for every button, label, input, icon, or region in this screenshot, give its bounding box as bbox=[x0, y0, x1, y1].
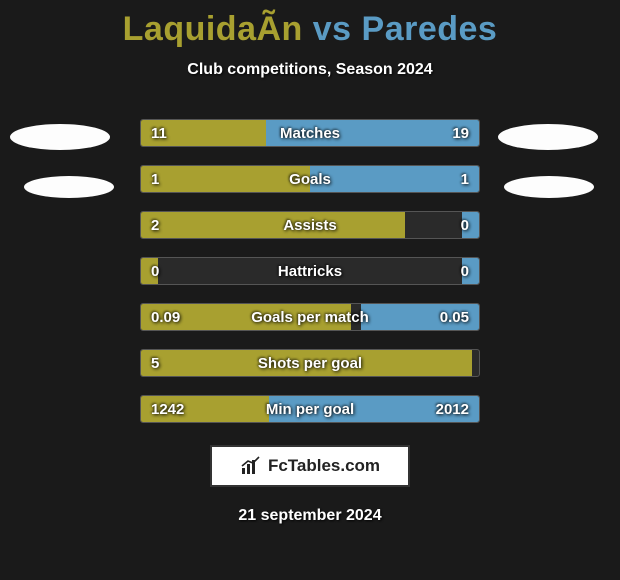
stat-label: Shots per goal bbox=[141, 350, 479, 376]
stat-label: Goals bbox=[141, 166, 479, 192]
logo-text: FcTables.com bbox=[268, 456, 380, 476]
stat-rows: 1119Matches 11Goals 20Assists 00Hattricks 0.… bbox=[0, 119, 620, 423]
stat-row: 1119Matches bbox=[140, 119, 480, 147]
date-label: 21 september 2024 bbox=[0, 507, 620, 525]
placeholder-ellipse bbox=[10, 124, 110, 150]
stat-label: Min per goal bbox=[141, 396, 479, 422]
title-player1: LaquidaÃ­n bbox=[123, 10, 303, 48]
stat-label: Hattricks bbox=[141, 258, 479, 284]
title-vs: vs bbox=[303, 10, 362, 48]
stat-row: 5Shots per goal bbox=[140, 349, 480, 377]
stat-row: 11Goals bbox=[140, 165, 480, 193]
placeholder-ellipse bbox=[498, 124, 598, 150]
logo-box: FcTables.com bbox=[210, 445, 410, 487]
placeholder-ellipse bbox=[504, 176, 594, 198]
stat-row: 0.090.05Goals per match bbox=[140, 303, 480, 331]
placeholder-ellipse bbox=[24, 176, 114, 198]
title-player2: Paredes bbox=[362, 10, 498, 48]
stat-row: 20Assists bbox=[140, 211, 480, 239]
stat-label: Goals per match bbox=[141, 304, 479, 330]
chart-icon bbox=[240, 456, 262, 476]
stat-row: 12422012Min per goal bbox=[140, 395, 480, 423]
subtitle: Club competitions, Season 2024 bbox=[0, 61, 620, 79]
page-title: LaquidaÃ­n vs Paredes bbox=[0, 0, 620, 49]
stat-row: 00Hattricks bbox=[140, 257, 480, 285]
stat-label: Matches bbox=[141, 120, 479, 146]
stat-label: Assists bbox=[141, 212, 479, 238]
